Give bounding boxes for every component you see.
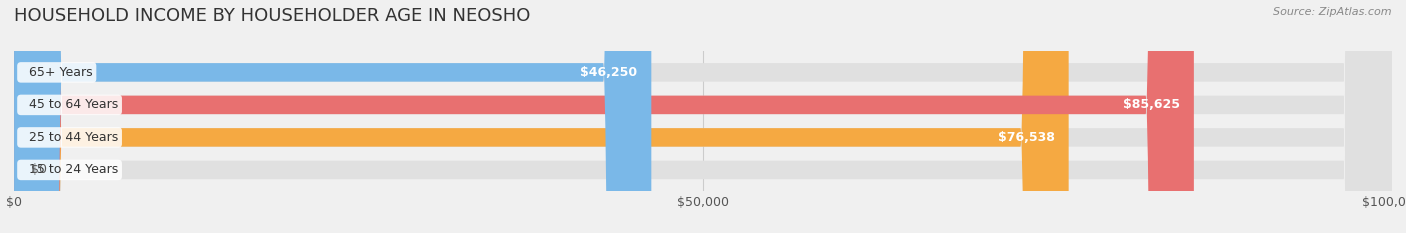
Text: $76,538: $76,538 [998, 131, 1054, 144]
Text: 65+ Years: 65+ Years [21, 66, 93, 79]
Text: HOUSEHOLD INCOME BY HOUSEHOLDER AGE IN NEOSHO: HOUSEHOLD INCOME BY HOUSEHOLDER AGE IN N… [14, 7, 530, 25]
FancyBboxPatch shape [14, 0, 1392, 233]
FancyBboxPatch shape [14, 0, 1194, 233]
Text: $0: $0 [31, 163, 46, 176]
Text: 45 to 64 Years: 45 to 64 Years [21, 98, 118, 111]
FancyBboxPatch shape [14, 0, 1069, 233]
FancyBboxPatch shape [14, 0, 651, 233]
Text: 25 to 44 Years: 25 to 44 Years [21, 131, 118, 144]
Text: 15 to 24 Years: 15 to 24 Years [21, 163, 118, 176]
FancyBboxPatch shape [14, 0, 1392, 233]
Text: $85,625: $85,625 [1123, 98, 1180, 111]
FancyBboxPatch shape [14, 0, 1392, 233]
FancyBboxPatch shape [14, 0, 1392, 233]
Text: Source: ZipAtlas.com: Source: ZipAtlas.com [1274, 7, 1392, 17]
Text: $46,250: $46,250 [581, 66, 637, 79]
